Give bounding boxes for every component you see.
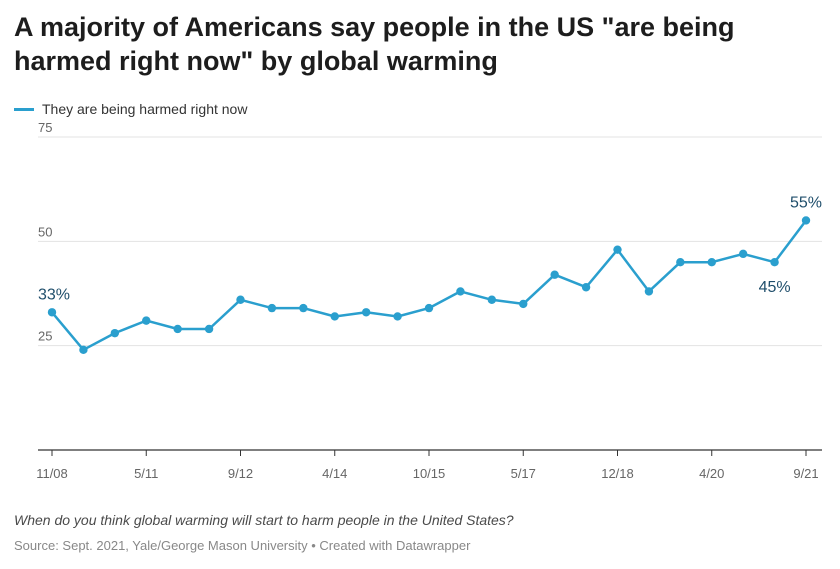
chart-source: Source: Sept. 2021, Yale/George Mason Un… xyxy=(14,538,471,553)
x-tick-label-12-18: 12/18 xyxy=(601,466,634,481)
x-tick-label-4-20: 4/20 xyxy=(699,466,724,481)
x-tick-label-11-08: 11/08 xyxy=(36,466,68,481)
data-point-24 xyxy=(801,216,811,225)
y-axis-ticks: 25 50 75 xyxy=(38,120,52,344)
y-tick-label-25: 25 xyxy=(38,329,52,344)
series-line-layer xyxy=(50,219,808,352)
x-axis: 11/08 5/11 9/12 4/14 10/15 5/17 12/18 4/20 9/21 xyxy=(36,449,822,481)
legend-label: They are being harmed right now xyxy=(42,101,248,117)
legend: They are being harmed right now xyxy=(14,99,247,119)
data-point-20 xyxy=(676,258,685,267)
data-point-7 xyxy=(267,303,277,313)
data-point-0 xyxy=(47,308,57,317)
data-label-33pct: 33% xyxy=(38,286,70,303)
data-point-1 xyxy=(79,345,88,355)
data-point-14 xyxy=(487,295,497,304)
chart-note: When do you think global warming will st… xyxy=(14,512,514,528)
data-point-12 xyxy=(424,303,434,313)
data-point-17 xyxy=(581,283,591,292)
x-tick-label-9-12: 9/12 xyxy=(228,466,253,481)
data-point-11 xyxy=(393,312,402,321)
x-tick-label-9-21: 9/21 xyxy=(793,466,818,481)
data-point-10 xyxy=(361,308,371,317)
data-labels: 33% 45% 55% xyxy=(38,194,822,303)
data-point-13 xyxy=(456,287,465,296)
data-point-19 xyxy=(644,287,654,296)
chart-title: A majority of Americans say people in th… xyxy=(14,12,735,76)
data-point-2 xyxy=(110,328,120,338)
data-point-3 xyxy=(142,316,151,325)
data-point-23 xyxy=(770,258,779,267)
data-point-4 xyxy=(173,324,182,334)
y-tick-label-75: 75 xyxy=(38,120,52,135)
x-tick-label-10-15: 10/15 xyxy=(413,466,446,481)
data-label-45pct: 45% xyxy=(759,279,791,296)
y-tick-label-50: 50 xyxy=(38,224,52,239)
line-chart: 25 50 75 11/08 5/11 9/12 4/14 10/15 5/17 12/18 4/… xyxy=(36,120,822,481)
data-point-6 xyxy=(236,295,245,304)
data-point-15 xyxy=(519,299,528,309)
x-tick-label-4-14: 4/14 xyxy=(322,466,347,481)
series-line xyxy=(50,219,808,352)
data-point-8 xyxy=(299,303,308,313)
x-tick-label-5-17: 5/17 xyxy=(511,466,536,481)
data-label-55pct: 55% xyxy=(790,194,822,211)
data-point-16 xyxy=(550,270,559,279)
gridlines xyxy=(38,136,822,347)
legend-swatch xyxy=(14,107,34,111)
data-point-18 xyxy=(613,245,622,254)
data-points xyxy=(47,216,811,355)
data-point-22 xyxy=(738,249,748,259)
data-point-5 xyxy=(204,324,214,334)
data-point-9 xyxy=(330,312,339,321)
x-tick-label-5-11: 5/11 xyxy=(134,466,158,481)
data-point-21 xyxy=(707,258,716,267)
